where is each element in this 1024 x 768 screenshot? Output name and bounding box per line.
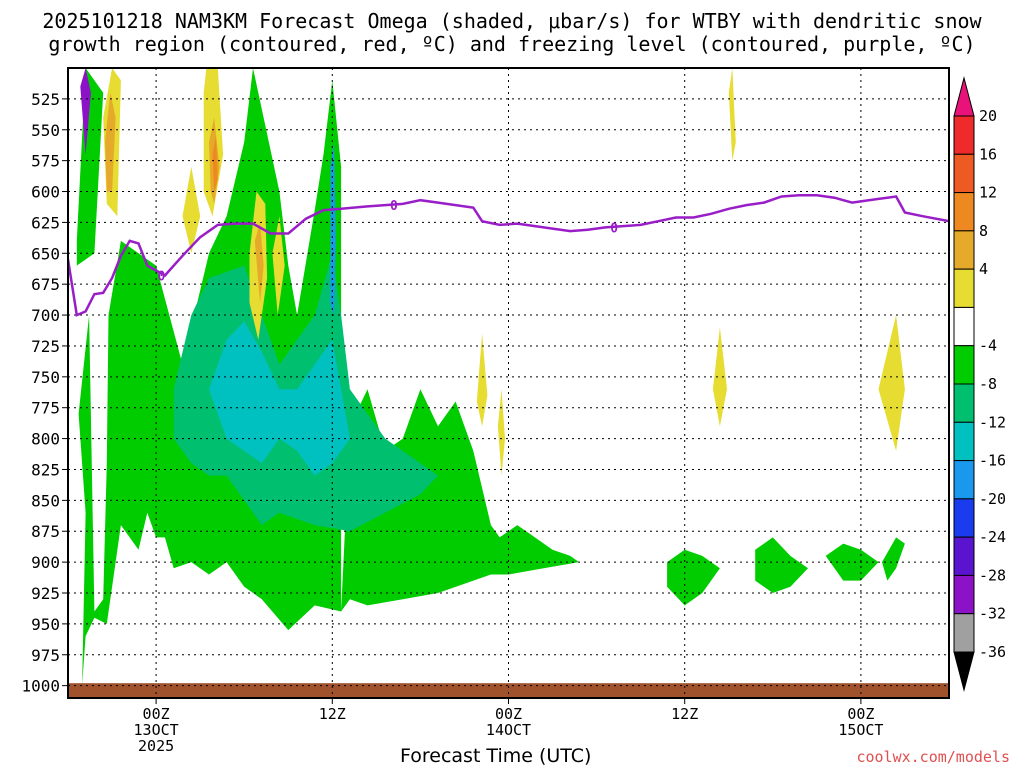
omega-region-16 — [497, 389, 505, 476]
y-tick-label-675: 675 — [31, 275, 60, 294]
y-tick-label-850: 850 — [31, 491, 60, 510]
colorbar-label--32: -32 — [979, 605, 1006, 623]
omega-region-20 — [105, 92, 116, 192]
freezing-level-label-0: 0 — [157, 270, 165, 285]
y-tick-label-550: 550 — [31, 121, 60, 140]
colorbar-label-20: 20 — [979, 107, 997, 125]
colorbar-box-9 — [953, 460, 975, 500]
omega-region-3 — [755, 537, 808, 593]
colorbar-label-12: 12 — [979, 184, 997, 202]
colorbar-box-1 — [953, 153, 975, 194]
colorbar-label--20: -20 — [979, 490, 1006, 508]
colorbar-box-4 — [953, 268, 975, 308]
omega-region-15 — [476, 333, 488, 427]
colorbar-label--4: -4 — [979, 337, 997, 355]
y-tick-label-600: 600 — [31, 183, 60, 202]
colorbar-box-11 — [953, 536, 975, 576]
freezing-level-label-1: 0 — [390, 199, 398, 214]
colorbar-label-8: 8 — [979, 222, 988, 240]
colorbar-label--12: -12 — [979, 413, 1006, 431]
x-tick-label-0-2: 2025 — [138, 737, 174, 755]
x-axis-label: Forecast Time (UTC) — [400, 745, 592, 767]
freezing-level-line — [68, 193, 949, 317]
y-tick-label-750: 750 — [31, 368, 60, 387]
y-tick-label-925: 925 — [31, 584, 60, 603]
colorbar-box-12 — [953, 574, 975, 615]
colorbar-box-8 — [953, 421, 975, 462]
x-tick-label-0-0: 00Z — [143, 705, 170, 723]
colorbar-box-0 — [953, 115, 975, 155]
colorbar-label-4: 4 — [979, 260, 988, 278]
omega-region-8 — [330, 142, 336, 316]
chart-title-line-2: growth region (contoured, red, ºC) and f… — [48, 32, 976, 56]
x-tick-label-30-0: 12Z — [671, 705, 698, 723]
omega-region-22 — [254, 222, 264, 303]
omega-region-17 — [712, 327, 727, 427]
y-tick-label-825: 825 — [31, 460, 60, 479]
y-tick-label-625: 625 — [31, 213, 60, 232]
y-tick-label-700: 700 — [31, 306, 60, 325]
freezing-level-label-2: 0 — [610, 221, 618, 236]
omega-region-14 — [272, 216, 285, 316]
colorbar-bottom-triangle — [953, 651, 975, 692]
y-tick-label-650: 650 — [31, 244, 60, 263]
y-tick-label-975: 975 — [31, 646, 60, 665]
y-tick-label-525: 525 — [31, 90, 60, 109]
omega-region-2 — [667, 549, 720, 606]
omega-region-18 — [878, 315, 905, 451]
terrain-band — [68, 683, 949, 698]
colorbar-box-5 — [953, 306, 975, 347]
x-tick-label-40-1: 15OCT — [838, 721, 883, 739]
y-tick-label-950: 950 — [31, 615, 60, 634]
y-tick-label-1000: 1000 — [21, 677, 60, 696]
y-tick-label-875: 875 — [31, 522, 60, 541]
y-tick-label-575: 575 — [31, 152, 60, 171]
omega-region-5 — [882, 537, 905, 581]
colorbar-box-10 — [953, 498, 975, 538]
colorbar-box-3 — [953, 230, 975, 270]
y-tick-label-800: 800 — [31, 430, 60, 449]
colorbar-box-6 — [953, 345, 975, 385]
y-tick-label-725: 725 — [31, 337, 60, 356]
omega-region-4 — [825, 543, 879, 581]
y-tick-label-900: 900 — [31, 553, 60, 572]
x-tick-label-10-0: 12Z — [319, 705, 346, 723]
colorbar-label--24: -24 — [979, 528, 1006, 546]
colorbar-label--16: -16 — [979, 452, 1006, 470]
x-tick-label-0-1: 13OCT — [134, 721, 179, 739]
credit-text: coolwx.com/models — [856, 748, 1010, 766]
chart-title-line-1: 2025101218 NAM3KM Forecast Omega (shaded… — [42, 9, 982, 33]
colorbar-box-7 — [953, 383, 975, 423]
x-tick-label-40-0: 00Z — [847, 705, 874, 723]
y-tick-label-775: 775 — [31, 399, 60, 418]
omega-region-23 — [212, 135, 218, 192]
colorbar-box-2 — [953, 192, 975, 232]
colorbar-label--28: -28 — [979, 566, 1006, 584]
x-tick-label-20-1: 14OCT — [486, 721, 531, 739]
colorbar-top-triangle — [953, 76, 975, 117]
x-tick-label-20-0: 00Z — [495, 705, 522, 723]
colorbar-box-13 — [953, 613, 975, 653]
colorbar-label-16: 16 — [979, 145, 997, 163]
omega-region-19 — [728, 68, 736, 161]
omega-region-7 — [209, 321, 350, 476]
omega-region-11 — [182, 166, 201, 254]
colorbar-label--8: -8 — [979, 375, 997, 393]
colorbar-label--36: -36 — [979, 643, 1006, 661]
omega-region-9 — [80, 68, 91, 155]
